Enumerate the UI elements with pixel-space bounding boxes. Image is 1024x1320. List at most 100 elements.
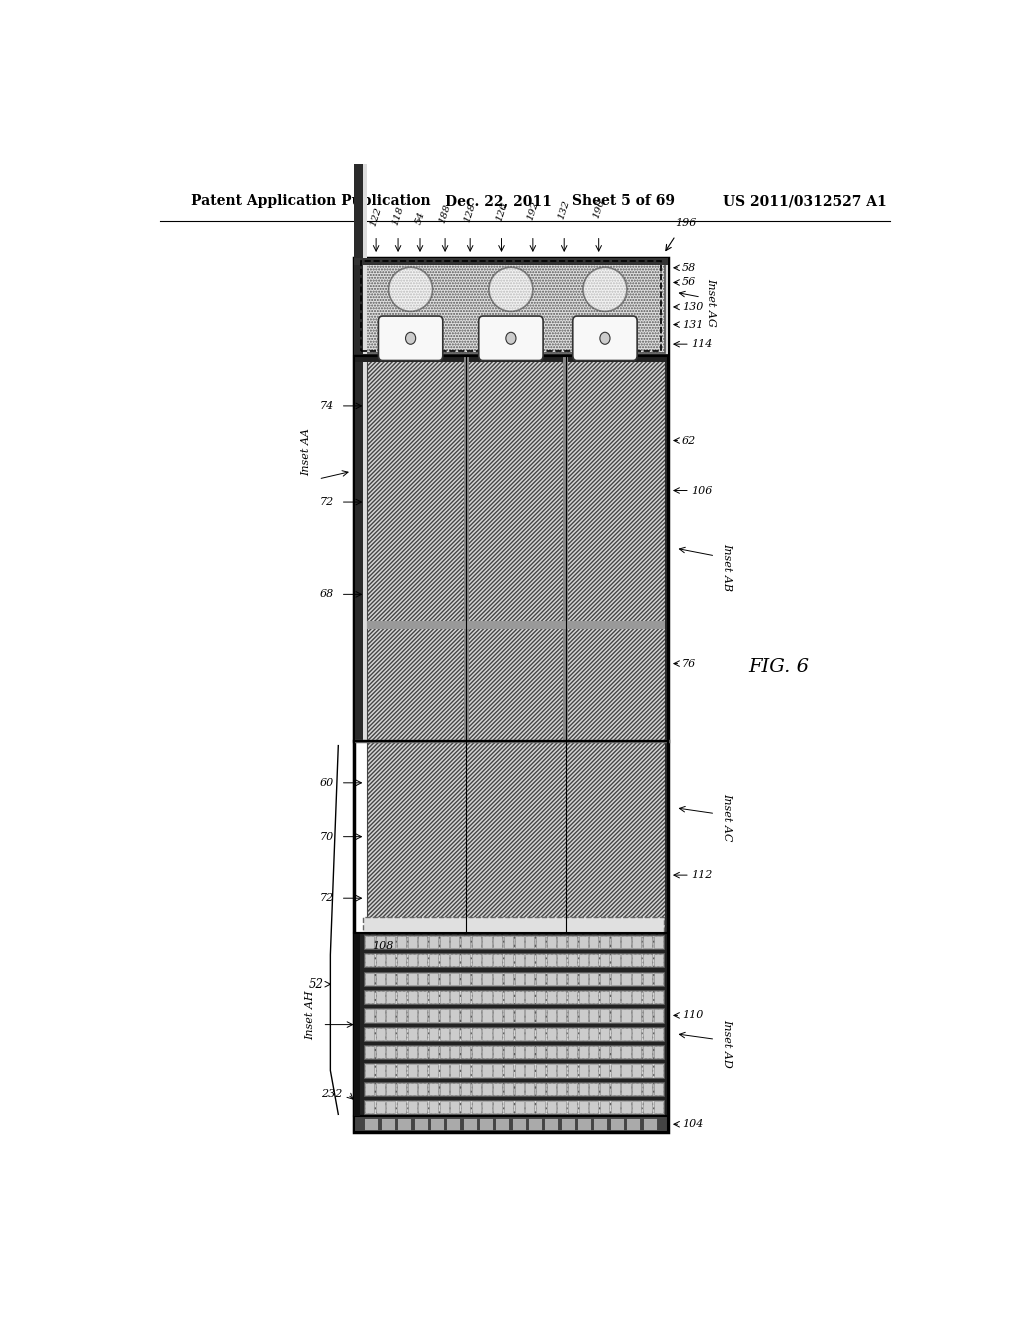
Text: 232: 232 [321,1089,342,1100]
Bar [494,1028,502,1040]
Bar [397,973,406,985]
Bar [504,936,513,948]
Bar [525,1064,535,1077]
Bar [547,936,556,948]
FancyBboxPatch shape [572,315,637,360]
Bar [365,1045,664,1059]
Bar [362,917,664,933]
Bar [525,991,535,1003]
Bar [525,1010,535,1022]
Text: 70: 70 [321,832,334,842]
Bar [386,1082,395,1096]
Bar [632,1064,641,1077]
Bar [439,954,449,966]
Text: 74: 74 [321,401,334,411]
Bar [360,261,662,351]
Bar [418,973,427,985]
Bar [610,1045,620,1059]
Bar [472,1045,481,1059]
Bar [536,1101,545,1113]
Bar [365,935,664,949]
Bar [482,936,492,948]
Bar [600,1101,609,1113]
Bar [461,1064,470,1077]
Bar [600,1010,609,1022]
Bar [643,1045,652,1059]
Bar [600,1028,609,1040]
Bar [494,1045,502,1059]
Bar [579,1064,588,1077]
Bar [365,1064,374,1077]
Text: 58: 58 [682,263,696,273]
Bar [568,1101,578,1113]
Bar [461,1101,470,1113]
FancyBboxPatch shape [379,315,442,360]
Bar [429,954,438,966]
Bar [579,1101,588,1113]
Bar [525,936,535,948]
Bar [610,1064,620,1077]
Bar [632,1101,641,1113]
Bar [376,1028,385,1040]
Bar [579,973,588,985]
Bar [354,257,668,1133]
Bar [494,1082,502,1096]
Bar [367,356,666,741]
Bar [594,1118,607,1130]
Bar [557,1082,566,1096]
Bar [600,973,609,985]
Bar [461,991,470,1003]
Bar [643,973,652,985]
Bar [356,261,666,352]
Bar [579,1045,588,1059]
Bar [590,1082,598,1096]
Bar [622,973,631,985]
Ellipse shape [389,268,432,312]
Bar [418,936,427,948]
Bar [610,1118,624,1130]
Bar [496,1118,509,1130]
Text: 122: 122 [369,206,383,227]
Bar [365,1028,374,1040]
Bar [504,954,513,966]
Ellipse shape [506,333,516,345]
Bar [482,954,492,966]
Bar [365,1008,664,1023]
Bar [429,1028,438,1040]
Text: 72: 72 [321,894,334,903]
Bar [408,954,417,966]
Bar [536,1028,545,1040]
Text: 112: 112 [691,870,713,880]
Text: 190: 190 [591,198,606,219]
Bar [451,1028,460,1040]
Bar [653,936,663,948]
Text: Sheet 5 of 69: Sheet 5 of 69 [572,194,676,209]
Bar [512,1118,525,1130]
Bar [376,936,385,948]
Text: 62: 62 [682,436,696,446]
Text: Dec. 22, 2011: Dec. 22, 2011 [445,194,552,209]
Text: 108: 108 [373,941,393,950]
Bar [514,991,523,1003]
Bar [514,936,523,948]
Bar [376,1101,385,1113]
Bar [514,973,523,985]
Bar [632,1082,641,1096]
Ellipse shape [600,333,610,345]
Bar [590,1045,598,1059]
Bar [376,1064,385,1077]
Bar [504,1064,513,1077]
Bar [354,933,360,1117]
Text: Inset AB: Inset AB [722,544,732,591]
Bar [622,991,631,1003]
Bar [365,1064,664,1077]
Bar [525,973,535,985]
Bar [632,973,641,985]
Bar [381,1118,395,1130]
Text: US 2011/0312527 A1: US 2011/0312527 A1 [723,194,887,209]
Bar [568,1064,578,1077]
Bar [653,991,663,1003]
Bar [622,1064,631,1077]
Bar [365,1027,664,1041]
Bar [408,1028,417,1040]
